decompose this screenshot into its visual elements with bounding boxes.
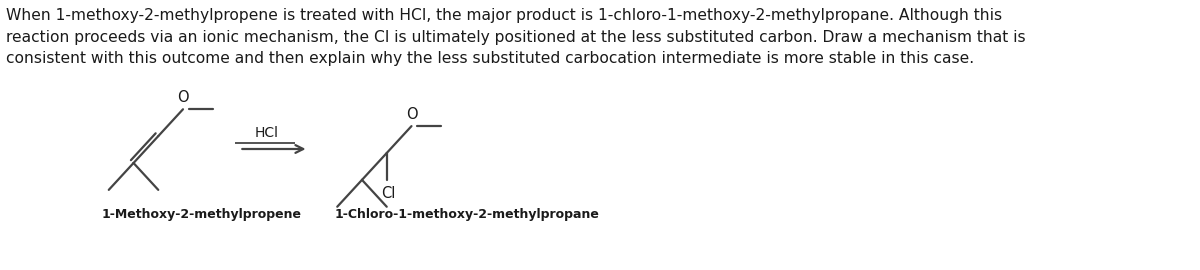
Text: 1-Methoxy-2-methylpropene: 1-Methoxy-2-methylpropene: [101, 208, 301, 221]
Text: When 1-methoxy-2-methylpropene is treated with HCl, the major product is 1-chlor: When 1-methoxy-2-methylpropene is treate…: [6, 8, 1026, 66]
Text: O: O: [406, 107, 418, 122]
Text: HCl: HCl: [256, 126, 280, 140]
Text: O: O: [178, 90, 188, 105]
Text: Cl: Cl: [382, 186, 396, 201]
Text: 1-Chloro-1-methoxy-2-methylpropane: 1-Chloro-1-methoxy-2-methylpropane: [335, 208, 599, 221]
